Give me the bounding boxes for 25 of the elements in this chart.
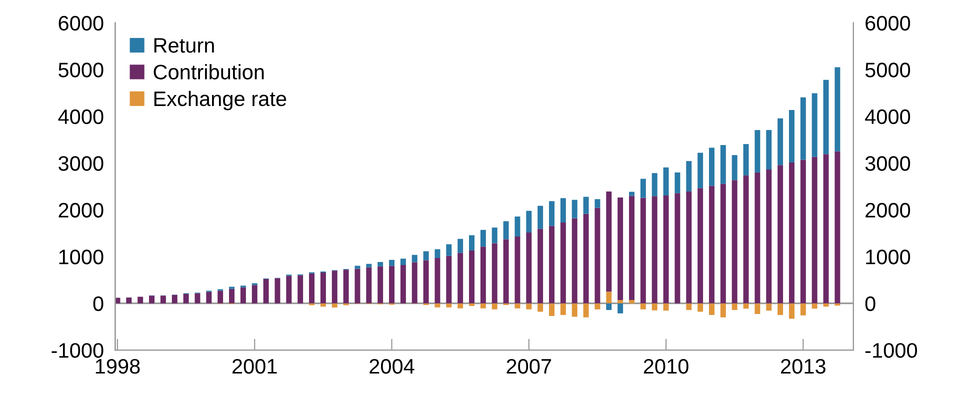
y-tick-label: 5000 <box>58 62 104 78</box>
y2-tick-label: 6000 <box>866 16 910 31</box>
y2-tick-label: 1000 <box>866 250 910 264</box>
x-tick-label: 1998 <box>96 358 140 374</box>
y2-tick-label: 3000 <box>865 156 910 171</box>
y2-tick-label: 5000 <box>865 62 910 78</box>
x-tick-label: 2007 <box>506 358 552 374</box>
y2-tick-label: 4000 <box>865 109 910 124</box>
legend-label: Exchange rate <box>154 90 286 110</box>
legend-label: Return <box>154 38 214 53</box>
y2-tick-label: 0 <box>865 296 876 312</box>
y-tick-label: 0 <box>93 296 104 312</box>
y-tick-label: 1000 <box>59 250 104 264</box>
x-tick-label: 2013 <box>781 358 826 374</box>
x-tick-label: 2004 <box>370 358 414 374</box>
y2-tick-label: -1000 <box>865 343 918 358</box>
y-tick-label: 2000 <box>58 202 104 218</box>
x-tick-label: 2010 <box>644 358 688 374</box>
y2-tick-label: 2000 <box>866 202 910 218</box>
x-tick-label: 2001 <box>232 358 277 374</box>
y-tick-label: 4000 <box>58 109 104 124</box>
y-tick-label: 6000 <box>58 16 104 31</box>
legend-label: Contribution <box>154 64 264 80</box>
y-tick-label: 3000 <box>58 156 104 171</box>
y-tick-label: -1000 <box>52 343 104 358</box>
